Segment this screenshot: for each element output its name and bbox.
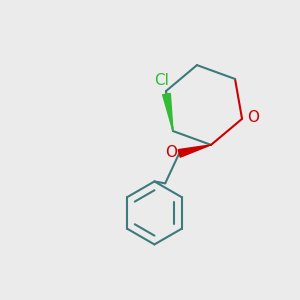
- Text: Cl: Cl: [154, 73, 169, 88]
- Text: O: O: [248, 110, 260, 125]
- Polygon shape: [163, 93, 173, 131]
- Text: O: O: [165, 145, 177, 160]
- Polygon shape: [178, 145, 211, 157]
